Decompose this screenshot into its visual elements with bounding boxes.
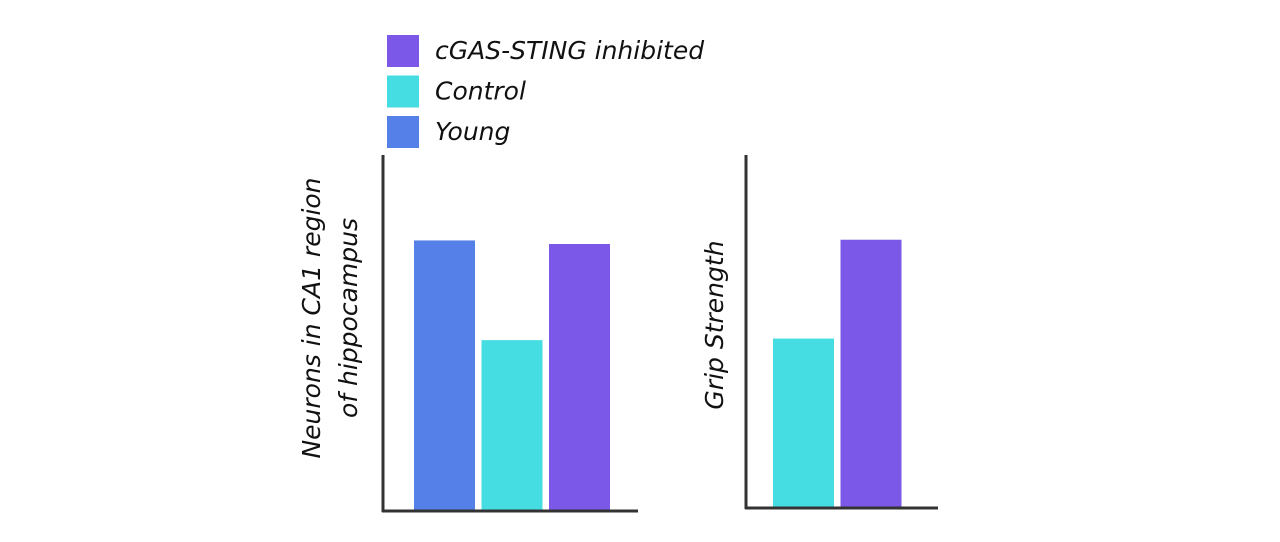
bar [840,239,902,508]
legend-label: cGAS-STING inhibited [435,36,704,65]
legend-label: Control [435,77,526,106]
legend-swatch [387,116,419,148]
bar [481,340,543,511]
bar [414,240,475,511]
y-axis-label: Neurons in CA1 region [297,177,326,458]
y-axis-label: Grip Strength [700,240,729,409]
legend-label: Young [435,117,510,146]
bar [773,338,834,508]
legend-swatch [387,35,419,67]
y-axis-label: of hippocampus [334,218,363,418]
legend-swatch [387,75,419,108]
bar [549,244,610,511]
